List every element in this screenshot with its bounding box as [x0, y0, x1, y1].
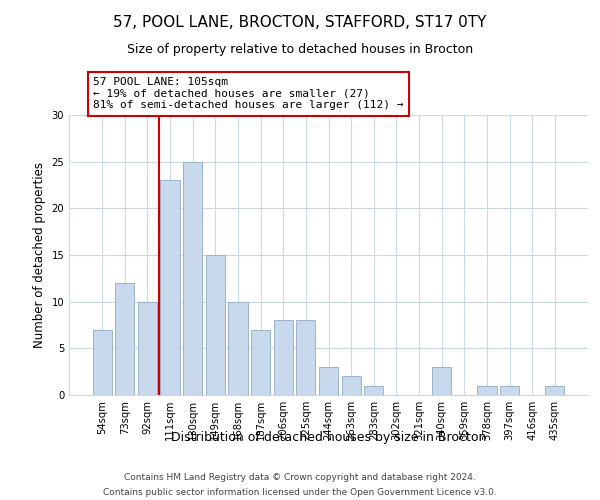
Text: Distribution of detached houses by size in Brocton: Distribution of detached houses by size … [171, 431, 487, 444]
Bar [341, 376, 361, 395]
Text: Size of property relative to detached houses in Brocton: Size of property relative to detached ho… [127, 42, 473, 56]
Bar [160, 180, 180, 395]
Text: 57, POOL LANE, BROCTON, STAFFORD, ST17 0TY: 57, POOL LANE, BROCTON, STAFFORD, ST17 0… [113, 15, 487, 30]
Bar [183, 162, 202, 395]
Bar [364, 386, 383, 395]
Text: 57 POOL LANE: 105sqm
← 19% of detached houses are smaller (27)
81% of semi-detac: 57 POOL LANE: 105sqm ← 19% of detached h… [93, 77, 404, 110]
Bar [500, 386, 519, 395]
Bar [432, 367, 451, 395]
Bar [545, 386, 565, 395]
Bar [477, 386, 497, 395]
Bar [138, 302, 157, 395]
Bar [319, 367, 338, 395]
Text: Contains HM Land Registry data © Crown copyright and database right 2024.: Contains HM Land Registry data © Crown c… [124, 473, 476, 482]
Bar [251, 330, 270, 395]
Y-axis label: Number of detached properties: Number of detached properties [33, 162, 46, 348]
Bar [229, 302, 248, 395]
Bar [92, 330, 112, 395]
Bar [115, 283, 134, 395]
Bar [206, 255, 225, 395]
Bar [274, 320, 293, 395]
Bar [296, 320, 316, 395]
Text: Contains public sector information licensed under the Open Government Licence v3: Contains public sector information licen… [103, 488, 497, 497]
